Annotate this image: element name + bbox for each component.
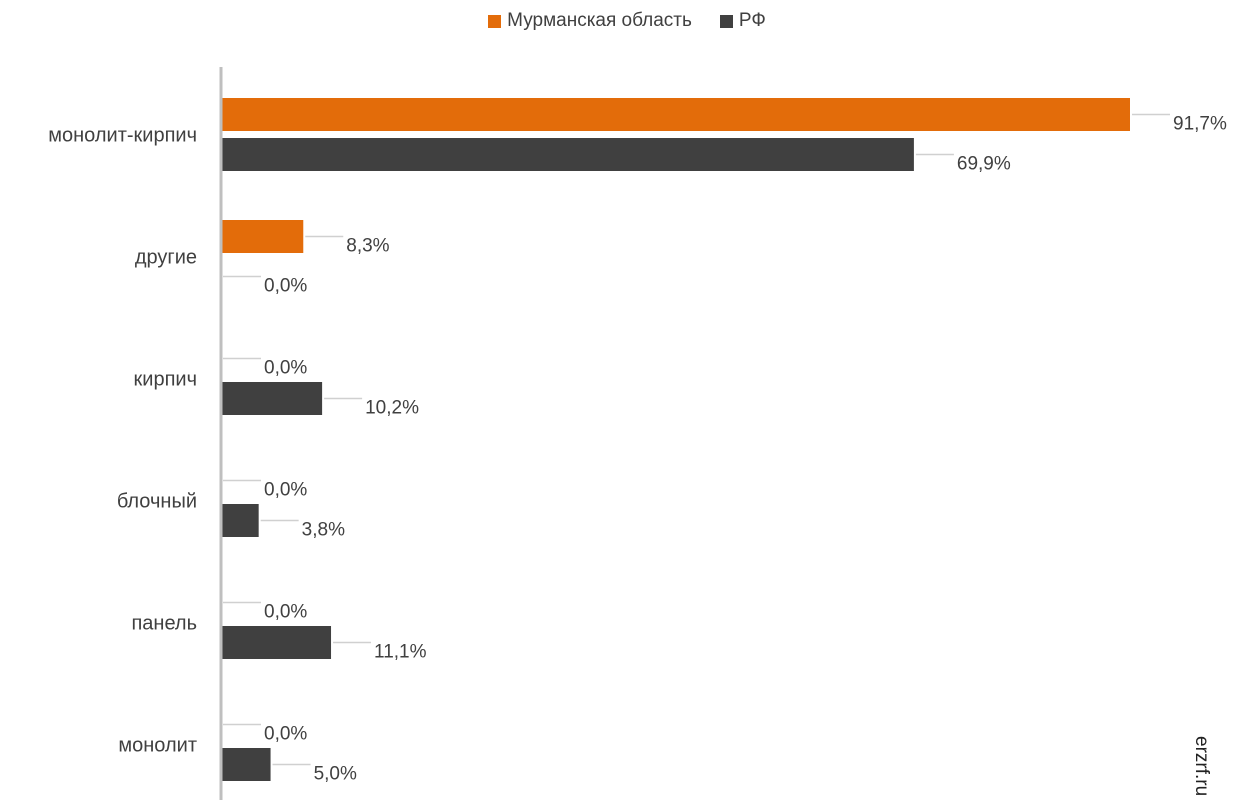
category-label: другие (135, 247, 197, 269)
legend-label-rf: РФ (738, 10, 766, 31)
category-label: блочный (117, 491, 197, 513)
data-label: 8,3% (346, 236, 389, 257)
category-label: монолит-кирпич (48, 125, 197, 147)
category-label: кирпич (134, 369, 197, 391)
data-label: 0,0% (264, 358, 307, 379)
watermark: erzrf.ru (1191, 736, 1212, 797)
data-label: 0,0% (264, 276, 307, 297)
bar (221, 748, 271, 781)
legend-label-murmansk: Мурманская область (507, 10, 692, 31)
legend: Мурманская область РФ (0, 8, 1254, 34)
bar (221, 626, 332, 659)
bar (221, 98, 1130, 131)
legend-item-rf: РФ (719, 10, 766, 32)
data-label: 11,1% (374, 642, 427, 663)
category-label: панель (131, 613, 197, 635)
bar (221, 138, 914, 171)
category-label: монолит (118, 735, 197, 757)
data-label: 69,9% (957, 154, 1011, 175)
legend-item-murmansk: Мурманская область (488, 10, 692, 32)
data-label: 5,0% (314, 764, 357, 785)
bar (221, 504, 259, 537)
data-label: 3,8% (302, 520, 345, 541)
data-label: 0,0% (264, 602, 307, 623)
data-label: 0,0% (264, 724, 307, 745)
bar (221, 382, 323, 415)
data-label: 91,7% (1173, 114, 1227, 135)
legend-swatch-rf (719, 14, 733, 28)
legend-swatch-murmansk (488, 14, 502, 28)
data-label: 0,0% (264, 480, 307, 501)
bar (221, 220, 304, 253)
data-label: 10,2% (365, 398, 419, 419)
